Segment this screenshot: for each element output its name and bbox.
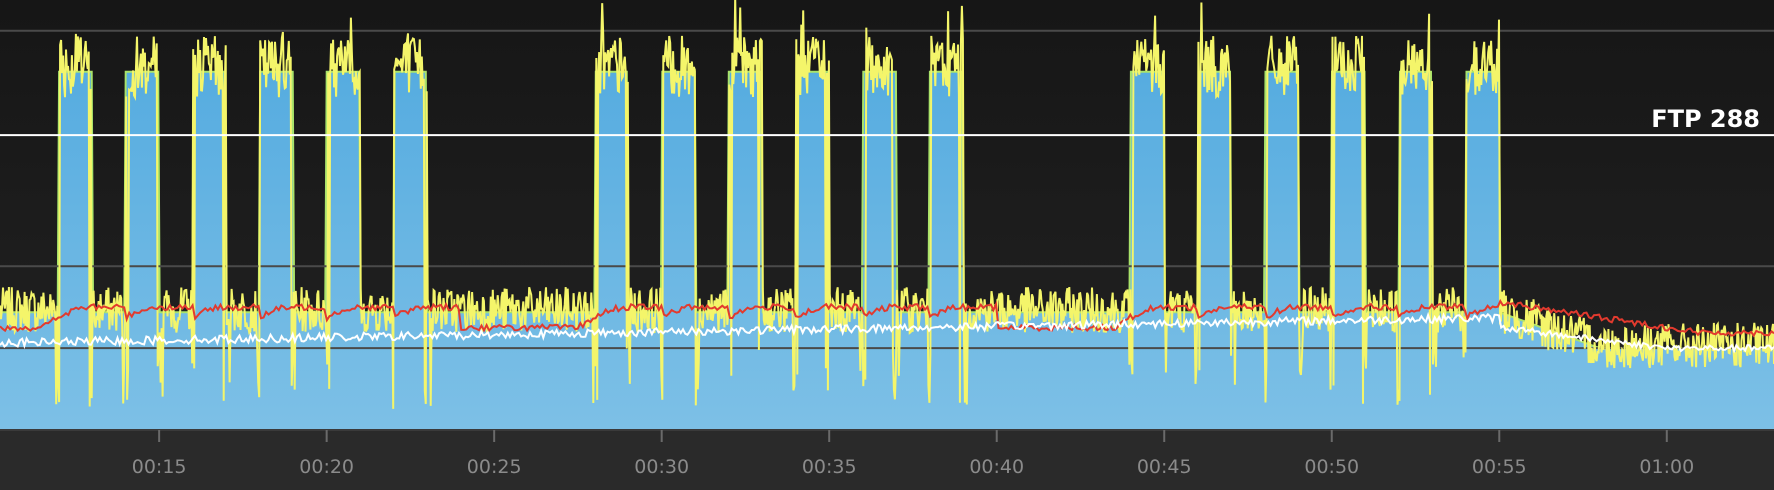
x-tick-label: 00:35 bbox=[802, 456, 857, 478]
average-power-line bbox=[0, 298, 1774, 338]
x-tick-label: 00:55 bbox=[1472, 456, 1527, 478]
x-tick-label: 00:30 bbox=[634, 456, 689, 478]
ftp-label: FTP 288 bbox=[1651, 105, 1760, 133]
x-tick-label: 00:50 bbox=[1304, 456, 1359, 478]
x-tick-label: 00:25 bbox=[467, 456, 522, 478]
power-line bbox=[0, 0, 1774, 409]
x-tick-label: 00:40 bbox=[969, 456, 1024, 478]
x-axis-band bbox=[0, 430, 1774, 490]
x-tick-label: 00:45 bbox=[1137, 456, 1192, 478]
x-tick-label: 00:20 bbox=[299, 456, 354, 478]
x-tick-label: 00:15 bbox=[132, 456, 187, 478]
cadence-line bbox=[0, 311, 1774, 354]
x-tick-label: 01:00 bbox=[1639, 456, 1694, 478]
